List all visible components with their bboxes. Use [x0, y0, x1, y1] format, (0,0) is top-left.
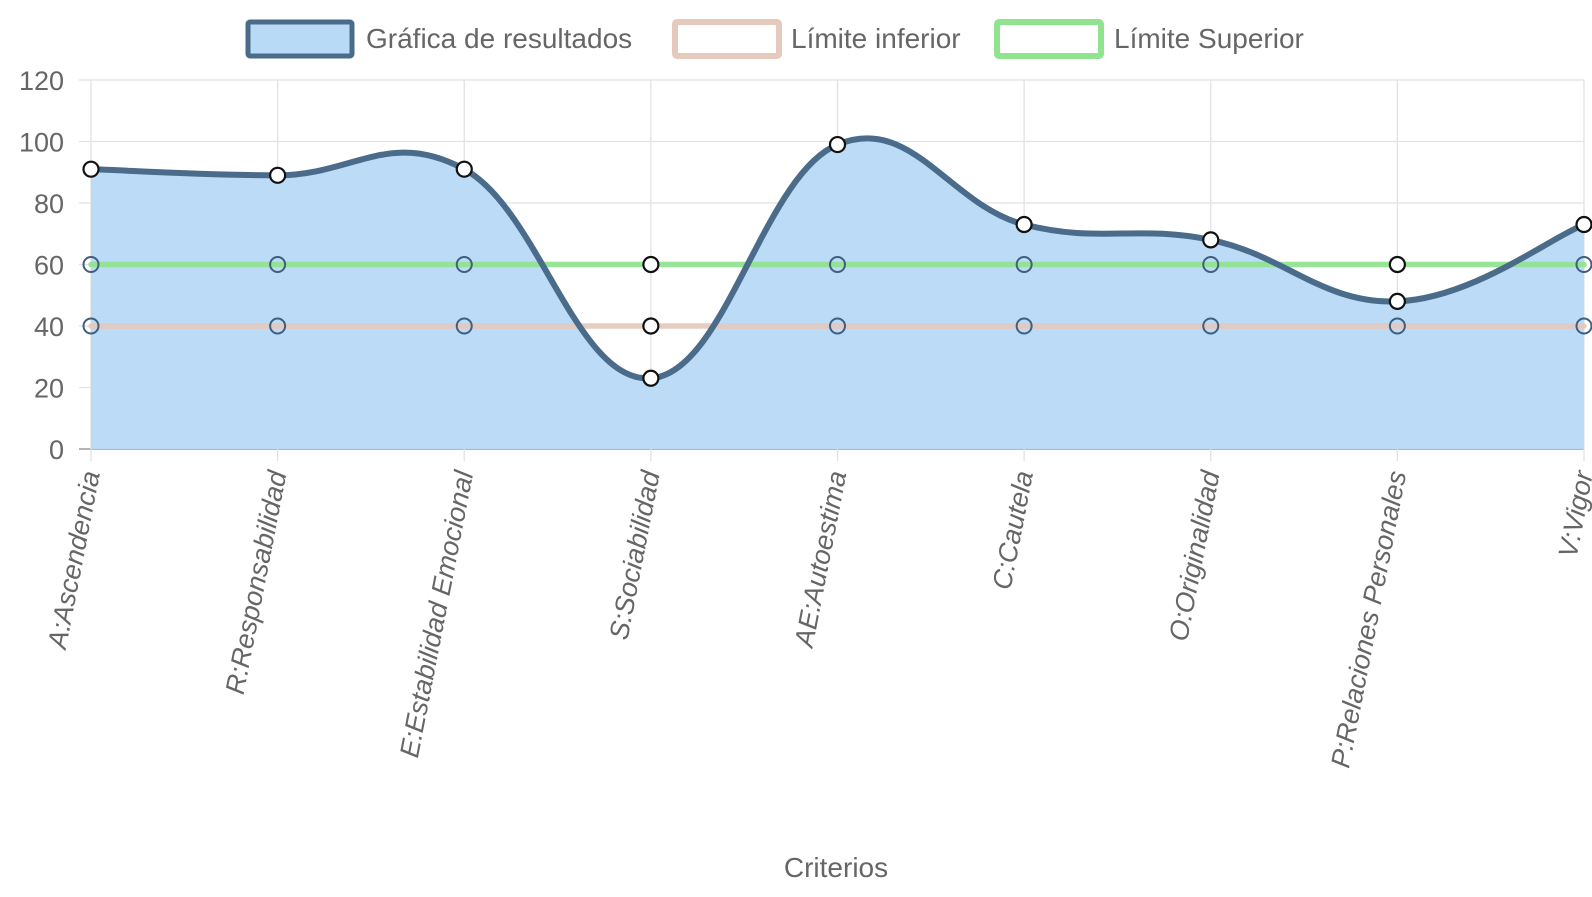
x-tick-label-v-vigor: V:Vigor: [1553, 467, 1592, 560]
y-tick-label: 80: [34, 189, 64, 219]
legend-label-limite-superior: Límite Superior: [1114, 23, 1304, 54]
x-tick-label-o-originalidad: O:Originalidad: [1163, 467, 1226, 643]
x-tick-label-s-sociabilidad: S:Sociabilidad: [604, 467, 666, 642]
series-layer: [88, 135, 1587, 449]
point-limite-superior: [82, 256, 100, 273]
point-grafica-de-resultados: [828, 135, 847, 154]
point-grafica-de-resultados: [269, 166, 287, 184]
legend-label-grafica-de-resultados: Gráfica de resultados: [366, 23, 632, 54]
legend-item-grafica-de-resultados: Gráfica de resultados: [245, 19, 632, 59]
point-grafica-de-resultados: [82, 160, 100, 178]
point-limite-inferior: [1202, 317, 1220, 335]
y-tick-label: 100: [19, 128, 64, 158]
point-limite-inferior: [1015, 317, 1033, 335]
point-limite-superior: [1202, 256, 1220, 273]
series-line-grafica-de-resultados: [88, 135, 1587, 382]
x-tick-label-e-estabilidad-emocional: E:Estabilidad Emocional: [394, 467, 479, 760]
point-limite-inferior: [82, 317, 100, 335]
y-tick-label: 20: [34, 374, 64, 404]
x-tick-label-c-cautela: C:Cautela: [987, 468, 1039, 592]
point-limite-inferior: [455, 317, 473, 335]
point-grafica-de-resultados: [1015, 215, 1033, 234]
y-tick-label: 120: [19, 66, 64, 96]
point-grafica-de-resultados: [1575, 215, 1592, 234]
legend-swatch-limite-inferior: [672, 19, 782, 59]
point-limite-superior: [829, 256, 846, 273]
legend-swatch-limite-superior: [994, 19, 1104, 59]
y-tick-label: 0: [49, 435, 64, 465]
x-tick-label-a-ascendencia: A:Ascendencia: [42, 468, 106, 653]
point-limite-superior: [269, 256, 287, 273]
point-limite-superior: [1015, 256, 1033, 273]
point-limite-inferior: [269, 317, 287, 335]
legend: Gráfica de resultados Límite inferior Lími…: [245, 19, 1304, 59]
point-grafica-de-resultados: [455, 160, 473, 178]
legend-swatch-grafica-de-resultados: [245, 19, 355, 59]
point-grafica-de-resultados: [642, 369, 660, 387]
legend-label-limite-inferior: Límite inferior: [791, 23, 961, 54]
legend-item-limite-inferior: Límite inferior: [672, 19, 961, 59]
point-limite-inferior: [642, 317, 660, 335]
point-grafica-de-resultados: [1202, 231, 1220, 249]
series-area-grafica-de-resultados: [91, 138, 1584, 449]
point-limite-superior: [455, 256, 473, 273]
point-limite-inferior: [1388, 317, 1406, 335]
point-limite-superior: [1388, 255, 1406, 274]
y-tick-label: 40: [34, 312, 64, 342]
x-tick-label-p-relaciones-personales: P:Relaciones Personales: [1325, 468, 1412, 770]
x-tick-label-r-responsabilidad: R:Responsabilidad: [220, 467, 293, 696]
x-tick-label-ae-autoestima: AE:Autoestima: [788, 468, 852, 651]
legend-item-limite-superior: Límite Superior: [994, 19, 1304, 59]
x-axis-title: Criterios: [784, 852, 888, 883]
point-grafica-de-resultados: [1388, 292, 1406, 310]
points-layer: [82, 135, 1592, 387]
point-limite-superior: [642, 255, 660, 274]
y-tick-label: 60: [34, 251, 64, 281]
point-limite-inferior: [829, 317, 846, 335]
